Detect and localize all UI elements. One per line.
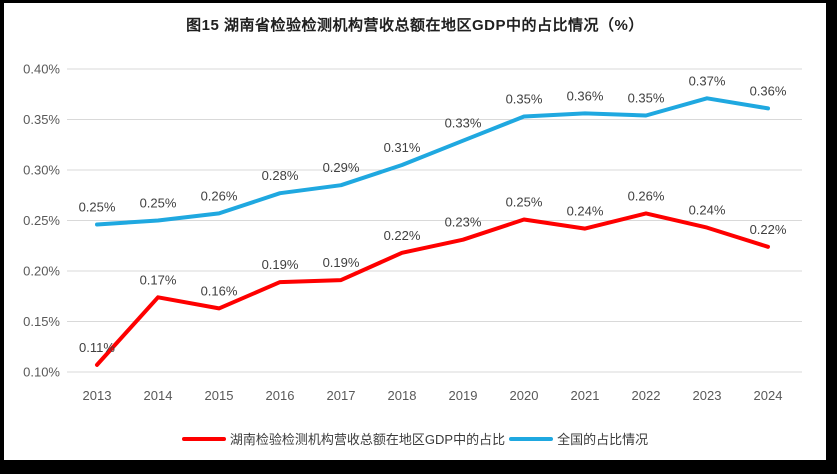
x-axis-tick-label: 2021 xyxy=(571,388,600,403)
y-axis-tick-label: 0.40% xyxy=(23,62,60,77)
legend-swatch-blue-line-icon xyxy=(509,436,554,441)
chart-title: 图15 湖南省检验检测机构营收总额在地区GDP中的占比情况（%） xyxy=(186,17,644,34)
data-label: 0.33% xyxy=(445,116,482,131)
data-label: 0.22% xyxy=(750,222,787,237)
x-axis-tick-label: 2018 xyxy=(388,388,417,403)
x-axis-tick-label: 2019 xyxy=(449,388,478,403)
legend-item-hunan: 湖南检验检测机构营收总额在地区GDP中的占比 xyxy=(181,429,506,448)
data-label: 0.17% xyxy=(140,272,177,287)
x-axis-tick-label: 2015 xyxy=(205,388,234,403)
y-axis-tick-label: 0.25% xyxy=(23,213,60,228)
data-label: 0.28% xyxy=(262,168,299,183)
x-axis-tick-label: 2024 xyxy=(754,388,783,403)
y-axis-tick-label: 0.10% xyxy=(23,365,60,380)
data-label: 0.23% xyxy=(445,215,482,230)
data-label: 0.19% xyxy=(262,257,299,272)
legend-label-hunan: 湖南检验检测机构营收总额在地区GDP中的占比 xyxy=(229,432,506,447)
series-line-1 xyxy=(95,96,770,227)
data-label: 0.35% xyxy=(506,91,543,106)
data-label: 0.25% xyxy=(79,200,116,215)
legend-swatch-red-line-icon xyxy=(181,436,226,441)
legend-label-national: 全国的占比情况 xyxy=(557,432,649,447)
data-label: 0.35% xyxy=(628,90,665,105)
x-axis-tick-label: 2023 xyxy=(693,388,722,403)
y-axis-tick-label: 0.15% xyxy=(23,314,60,329)
data-label: 0.29% xyxy=(323,160,360,175)
data-label: 0.26% xyxy=(628,188,665,203)
x-axis-tick-label: 2022 xyxy=(632,388,661,403)
data-label: 0.37% xyxy=(689,73,726,88)
data-label: 0.11% xyxy=(79,340,115,355)
chart-canvas: 0.40% 0.35% 0.30% 0.25% 0.20% 0.15% 0.10% 2013 2… xyxy=(23,62,802,403)
data-label: 0.25% xyxy=(140,196,177,211)
y-axis-tick-label: 0.20% xyxy=(23,264,60,279)
x-axis-tick-label: 2017 xyxy=(327,388,356,403)
data-label: 0.36% xyxy=(750,83,787,98)
y-axis-tick-label: 0.30% xyxy=(23,163,60,178)
data-label: 0.24% xyxy=(689,203,726,218)
data-label: 0.25% xyxy=(506,194,543,209)
data-label: 0.22% xyxy=(384,228,421,243)
y-axis-tick-label: 0.35% xyxy=(23,112,60,127)
data-label: 0.24% xyxy=(567,204,604,219)
chart-area: 图15 湖南省检验检测机构营收总额在地区GDP中的占比情况（%） 0.40% 0.… xyxy=(4,3,826,460)
data-label: 0.16% xyxy=(201,283,238,298)
x-axis-tick-label: 2016 xyxy=(266,388,295,403)
data-label: 0.19% xyxy=(323,255,360,270)
legend-item-national: 全国的占比情况 xyxy=(509,429,648,448)
data-label: 0.31% xyxy=(384,140,421,155)
x-axis-tick-label: 2020 xyxy=(510,388,539,403)
x-axis-tick-label: 2013 xyxy=(83,388,112,403)
data-label: 0.26% xyxy=(201,188,238,203)
data-label: 0.36% xyxy=(567,88,604,103)
chart-legend: 湖南检验检测机构营收总额在地区GDP中的占比 全国的占比情况 xyxy=(4,429,826,448)
series-line-0 xyxy=(95,211,770,367)
x-axis-tick-label: 2014 xyxy=(144,388,173,403)
